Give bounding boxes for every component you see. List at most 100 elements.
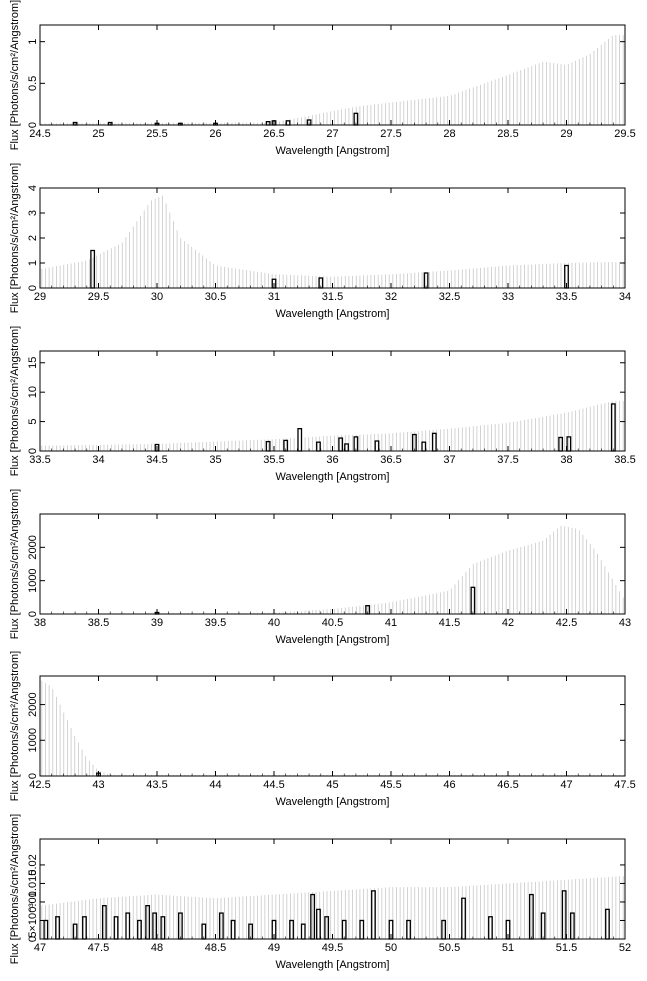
flux-bar [561,890,567,940]
x-tick-label: 46.5 [497,779,518,791]
x-tick-label: 28.5 [497,128,518,140]
x-tick-label: 36.5 [380,454,401,466]
flux-bar [297,427,303,452]
x-tick-label: 43 [619,617,631,629]
flux-bar [300,923,306,940]
y-tick-label: 3 [27,210,39,216]
y-axis-label: Flux [Photons/s/cm²/Angstrom] [9,326,21,476]
y-tick-label: 1 [27,260,39,266]
x-tick-label: 30.5 [205,291,226,303]
flux-bar [374,440,380,452]
x-axis-label: Wavelength [Angstrom] [276,959,390,971]
flux-bar [55,916,60,940]
data-bars [154,586,476,615]
x-tick-label: 48.5 [205,942,226,954]
y-axis-label: Flux [Photons/s/cm²/Angstrom] [9,0,21,150]
x-tick-label: 25 [92,128,104,140]
y-tick-label: 0 [27,448,39,454]
x-tick-label: 40.5 [322,617,343,629]
x-tick-label: 37 [443,454,455,466]
flux-bar [359,919,365,940]
flux-bar [316,441,321,452]
x-tick-label: 26.5 [263,128,284,140]
chart-panel-1: 24.5 25 25.5 26 26.5 27 27.5 28 28.5 29 29.5 0 0.5 1 W… [9,0,636,157]
x-tick-label: 47 [34,942,46,954]
x-tick-label: 40 [268,617,280,629]
x-tick-label: 33 [502,291,514,303]
flux-bar [421,441,427,452]
x-tick-label: 44.5 [263,779,284,791]
flux-bar [137,919,142,940]
y-tick-label: 0.02 [27,854,39,875]
y-axis-label: Flux [Photons/s/cm²/Angstrom] [9,814,21,964]
plot-frame [39,350,626,452]
x-tick-label: 47 [560,779,572,791]
y-tick-label: 0.01 [27,891,39,912]
error-bars [41,680,624,776]
x-axis-label: Wavelength [Angstrom] [276,634,390,646]
x-tick-label: 43.5 [146,779,167,791]
flux-bar [338,437,344,452]
flux-bar [316,908,321,940]
y-tick-label: 0 [27,285,39,291]
x-tick-label: 47.5 [614,779,635,791]
flux-bar [125,912,131,940]
chart-panel-4: 38 38.5 39 39.5 40 40.5 41 41.5 42 42.5 43 0 1000 200… [9,489,631,646]
y-tick-label: 0 [27,122,39,128]
error-bars [41,876,624,939]
x-tick-label: 39 [151,617,163,629]
flux-bar [566,436,572,452]
x-tick-label: 46 [443,779,455,791]
error-bars [41,401,624,451]
chart-panel-6: 47 47.5 48 48.5 49 49.5 50 50.5 51 51.5 5205×10⁻³0… [9,814,631,971]
flux-bar [289,919,294,940]
y-tick-label: 5 [27,419,39,425]
flux-bar [610,403,616,452]
x-tick-label: 34 [92,454,104,466]
x-tick-label: 37.5 [497,454,518,466]
error-bars [41,35,624,125]
x-tick-label: 50.5 [439,942,460,954]
flux-bar [461,897,466,940]
x-tick-label: 39.5 [205,617,226,629]
y-tick-label: 2 [27,235,39,241]
x-axis-label: Wavelength [Angstrom] [276,308,390,320]
x-tick-label: 50 [385,942,397,954]
flux-bar [605,908,610,940]
flux-bar [431,432,437,452]
x-axis-label: Wavelength [Angstrom] [276,145,390,157]
flux-bar [230,919,236,940]
x-tick-label: 51 [502,942,514,954]
flux-bar [406,919,411,940]
x-tick-label: 49.5 [322,942,343,954]
y-tick-label: 5×10⁻³ [27,903,39,938]
x-tick-label: 49 [268,942,280,954]
chart-panel-3: 33.5 34 34.5 35 35.5 36 36.5 37 37.5 38 38.5 0 5 10 15… [9,326,636,483]
x-tick-label: 42.5 [556,617,577,629]
y-tick-label: 0.015 [27,870,39,898]
x-tick-label: 45 [326,779,338,791]
x-tick-label: 47.5 [88,942,109,954]
x-tick-label: 36 [326,454,338,466]
x-tick-label: 32 [385,291,397,303]
flux-bar [344,443,349,452]
x-tick-label: 38.5 [614,454,635,466]
plot-frame [39,187,626,289]
x-tick-label: 52 [619,942,631,954]
flux-bar [82,916,87,940]
plot-frame [39,675,626,777]
x-tick-label: 27.5 [380,128,401,140]
plot-frame [39,24,626,126]
y-tick-label: 1000 [27,568,39,592]
x-axis-label: Wavelength [Angstrom] [276,796,390,808]
x-tick-label: 38 [560,454,572,466]
x-tick-label: 29.5 [614,128,635,140]
y-tick-label: 15 [27,357,39,369]
y-tick-label: 0 [27,773,39,779]
x-tick-label: 48 [151,942,163,954]
x-tick-label: 29.5 [88,291,109,303]
y-tick-label: 1000 [27,728,39,752]
x-tick-label: 29 [34,291,46,303]
x-tick-label: 31.5 [322,291,343,303]
